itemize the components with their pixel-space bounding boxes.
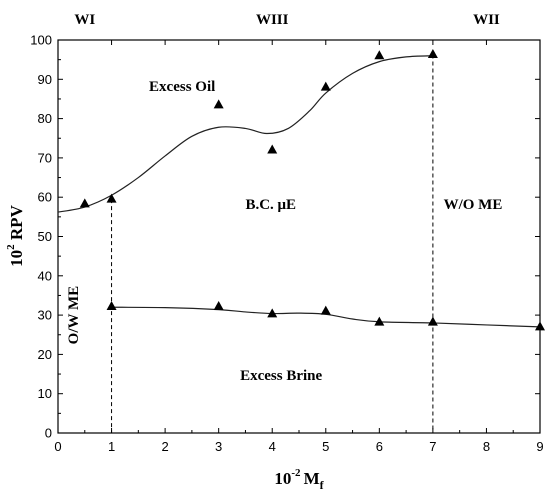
- y-tick-label: 10: [38, 386, 52, 401]
- region-label: WI: [74, 12, 95, 28]
- data-point-triangle: [79, 198, 90, 208]
- data-point-triangle: [427, 49, 438, 59]
- fit-curve-1: [57, 55, 433, 213]
- data-point-triangle: [374, 316, 385, 326]
- region-label: WIII: [256, 12, 289, 28]
- data-point-triangle: [213, 300, 224, 310]
- y-tick-label: 40: [38, 268, 52, 283]
- x-tick-label: 2: [161, 439, 168, 454]
- region-labels: WI WIII WII: [74, 12, 500, 28]
- phase-annotation: W/O ME: [444, 197, 503, 213]
- data-point-triangle: [374, 50, 385, 60]
- x-axis-title: 10-2 Mf: [274, 467, 324, 492]
- phase-annotation: Excess Oil: [149, 79, 215, 95]
- y-tick-label: 80: [38, 111, 52, 126]
- phase-annotation: B.C. μE: [245, 197, 296, 213]
- data-point-triangle: [106, 193, 117, 203]
- phase-annotation: O/W ME: [66, 286, 82, 344]
- x-tick-label: 5: [322, 439, 329, 454]
- x-tick-label: 7: [429, 439, 436, 454]
- x-tick-label: 8: [483, 439, 490, 454]
- data-point-triangle: [535, 321, 545, 331]
- y-tick-label: 100: [30, 33, 52, 48]
- y-axis-title: 102 RPV: [5, 204, 26, 266]
- x-tick-label: 3: [215, 439, 222, 454]
- y-tick-label: 0: [45, 426, 52, 441]
- x-tick-label: 4: [269, 439, 276, 454]
- y-tick-label: 30: [38, 308, 52, 323]
- y-tick-label: 50: [38, 229, 52, 244]
- fit-curves: [57, 55, 541, 328]
- region-label: WII: [473, 12, 500, 28]
- x-tick-label: 9: [536, 439, 543, 454]
- y-tick-label: 70: [38, 150, 52, 165]
- y-tick-label: 90: [38, 72, 52, 87]
- x-tick-label: 1: [108, 439, 115, 454]
- phase-boundaries: [111, 54, 434, 433]
- phase-annotations: Excess Oil B.C. μE W/O ME Excess Brine O/W M…: [66, 79, 503, 384]
- data-markers: [79, 49, 545, 331]
- x-tick-label: 0: [54, 439, 61, 454]
- phase-annotation: Excess Brine: [240, 368, 322, 384]
- data-point-triangle: [427, 316, 438, 326]
- data-point-triangle: [267, 144, 278, 154]
- data-point-triangle: [213, 99, 224, 109]
- data-point-triangle: [267, 308, 278, 318]
- data-point-triangle: [320, 81, 331, 91]
- y-tick-label: 60: [38, 190, 52, 205]
- data-point-triangle: [320, 305, 331, 315]
- data-point-triangle: [106, 300, 117, 310]
- y-tick-label: 20: [38, 347, 52, 362]
- x-tick-label: 6: [376, 439, 383, 454]
